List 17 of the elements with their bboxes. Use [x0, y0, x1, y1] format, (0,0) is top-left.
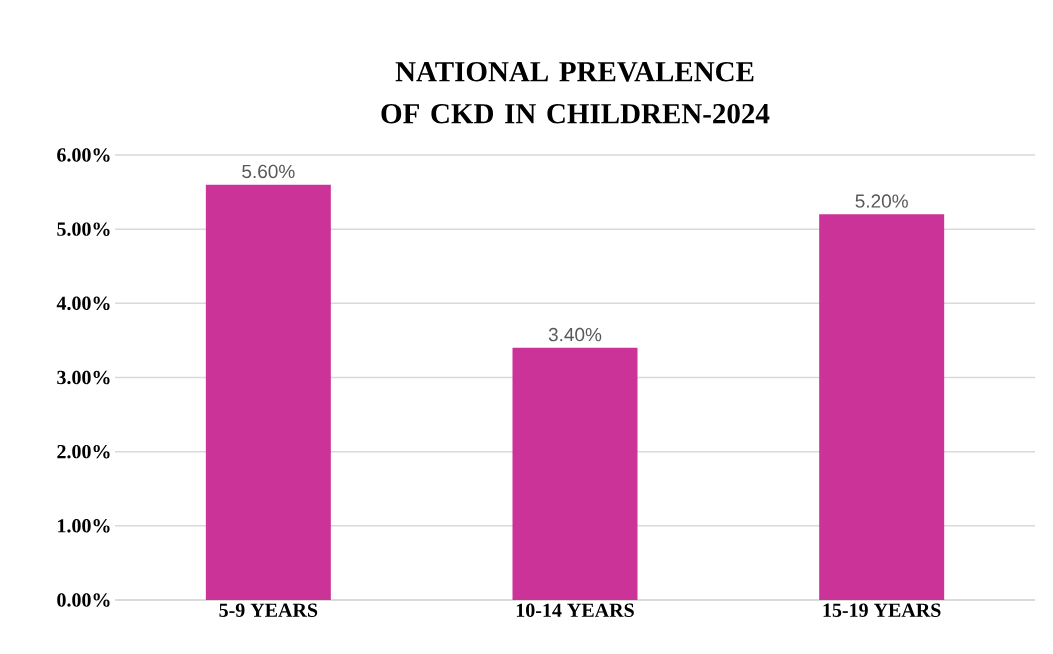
x-tick-label: 5-9 YEARS	[219, 603, 318, 617]
y-tick-label: 3.00%	[57, 370, 110, 385]
y-tick-label: 6.00%	[57, 148, 110, 162]
bar	[205, 184, 331, 600]
data-label: 5.20%	[855, 194, 908, 208]
x-tick-label: 15-19 YEARS	[823, 603, 941, 617]
y-tick-label: 2.00%	[57, 444, 110, 459]
y-tick-label: 5.00%	[57, 222, 110, 236]
chart-title: NATIONAL PREVALENCE OF CKD IN CHILDREN-2024	[381, 61, 770, 124]
data-label: 5.60%	[242, 164, 295, 179]
bar	[819, 214, 945, 600]
y-tick-label: 1.00%	[58, 519, 110, 533]
y-tick-label: 4.00%	[56, 296, 110, 311]
x-tick-label: 10-14 YEARS	[516, 603, 634, 618]
data-label: 3.40%	[548, 327, 602, 342]
y-tick-label: 0.00%	[57, 593, 110, 607]
bar	[512, 347, 638, 600]
